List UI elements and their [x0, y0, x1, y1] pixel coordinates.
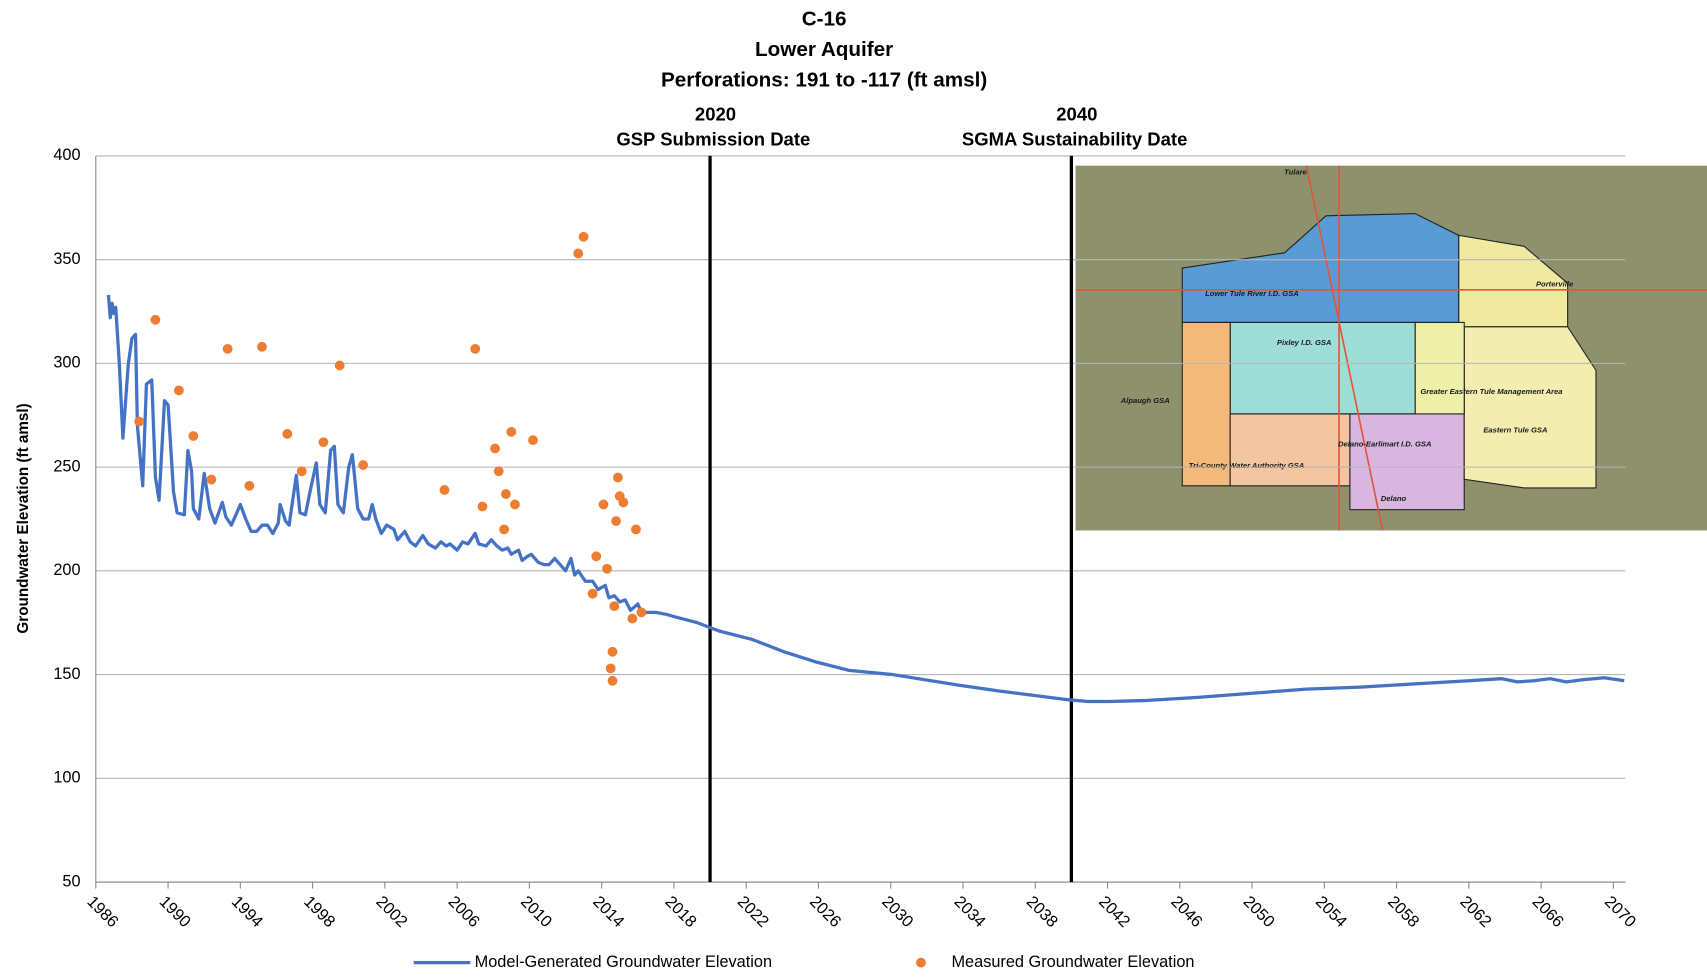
data-point: [591, 551, 601, 561]
chart-title: C-16: [802, 7, 847, 30]
milestone-label: SGMA Sustainability Date: [962, 129, 1187, 150]
x-tick-label: 1998: [300, 893, 338, 931]
x-tick-label: 2038: [1023, 893, 1061, 931]
map-region: [1230, 322, 1415, 413]
map-label: Lower Tule River I.D. GSA: [1205, 289, 1299, 298]
x-tick-label: 2022: [734, 893, 772, 931]
legend-label: Measured Groundwater Elevation: [951, 953, 1194, 971]
data-point: [134, 417, 144, 427]
map-region: [1415, 322, 1464, 413]
chart-subtitle: Perforations: 191 to -117 (ft amsl): [661, 68, 987, 91]
y-tick-label: 350: [53, 250, 80, 268]
data-point: [637, 607, 647, 617]
x-tick-label: 1994: [228, 893, 266, 931]
milestone-year: 2040: [1056, 104, 1097, 125]
map-label: Eastern Tule GSA: [1483, 425, 1547, 434]
x-tick-label: 2046: [1167, 893, 1205, 931]
x-tick-label: 2058: [1384, 893, 1422, 931]
x-tick-label: 2050: [1240, 893, 1278, 931]
data-point: [588, 589, 598, 599]
data-point: [358, 460, 368, 470]
x-tick-label: 2018: [662, 893, 700, 931]
data-point: [244, 481, 254, 491]
milestone-year: 2020: [695, 104, 736, 125]
data-point: [573, 249, 583, 259]
x-tick-label: 2010: [517, 893, 555, 931]
map-region: [1350, 414, 1464, 510]
milestone-label: GSP Submission Date: [616, 129, 810, 150]
legend-label: Model-Generated Groundwater Elevation: [475, 953, 772, 971]
map-label: Delano: [1381, 494, 1407, 503]
data-point: [606, 663, 616, 673]
x-tick-label: 2070: [1601, 893, 1639, 931]
data-point: [319, 437, 329, 447]
x-tick-label: 2034: [951, 893, 989, 931]
data-point: [627, 614, 637, 624]
data-point: [631, 524, 641, 534]
data-point: [282, 429, 292, 439]
map-label: Pixley I.D. GSA: [1277, 338, 1332, 347]
data-point: [297, 466, 307, 476]
data-point: [599, 500, 609, 510]
y-tick-label: 150: [53, 665, 80, 683]
data-point: [478, 502, 488, 512]
data-point: [528, 435, 538, 445]
data-point: [501, 489, 511, 499]
data-point: [490, 444, 500, 454]
data-point: [494, 466, 504, 476]
y-axis-label: Groundwater Elevation (ft amsl): [15, 403, 32, 633]
data-point: [499, 524, 509, 534]
map-label: Delano-Earlimart I.D. GSA: [1338, 439, 1431, 448]
data-point: [613, 473, 623, 483]
data-point: [188, 431, 198, 441]
data-point: [506, 427, 516, 437]
chart: C-16 Lower Aquifer Perforations: 191 to …: [0, 0, 1707, 977]
data-point: [174, 385, 184, 395]
legend-swatch: [916, 958, 926, 968]
data-point: [611, 516, 621, 526]
x-tick-label: 2062: [1456, 893, 1494, 931]
x-tick-label: 2026: [806, 893, 844, 931]
data-point: [257, 342, 267, 352]
data-point: [223, 344, 233, 354]
data-point: [440, 485, 450, 495]
data-point: [207, 475, 217, 485]
data-point: [151, 315, 161, 325]
data-point: [618, 497, 628, 507]
data-point: [470, 344, 480, 354]
map-label: Alpaugh GSA: [1120, 396, 1170, 405]
x-tick-label: 1990: [156, 893, 194, 931]
map-label: Tri-County Water Authority GSA: [1189, 461, 1305, 470]
y-tick-label: 100: [53, 769, 80, 787]
x-tick-label: 2030: [878, 893, 916, 931]
y-tick-label: 200: [53, 561, 80, 579]
map-label: Porterville: [1536, 279, 1574, 288]
data-point: [579, 232, 589, 242]
data-point: [602, 564, 612, 574]
data-point: [608, 676, 618, 686]
map-label: Greater Eastern Tule Management Area: [1420, 387, 1563, 396]
y-tick-label: 400: [53, 146, 80, 164]
map-label: Tulare: [1284, 167, 1307, 176]
chart-subtitle: Lower Aquifer: [755, 38, 893, 61]
y-tick-label: 300: [53, 354, 80, 372]
map-inset: Lower Tule River I.D. GSA Pixley I.D. GSA…: [1076, 166, 1707, 531]
x-tick-label: 2042: [1095, 893, 1133, 931]
y-tick-label: 50: [62, 872, 80, 890]
data-point: [609, 601, 619, 611]
x-tick-label: 2014: [589, 893, 627, 931]
y-tick-label: 250: [53, 457, 80, 475]
x-tick-label: 2054: [1312, 893, 1350, 931]
map-region: [1230, 414, 1350, 486]
x-tick-label: 2006: [445, 893, 483, 931]
x-tick-label: 1986: [83, 893, 121, 931]
x-tick-label: 2002: [372, 893, 410, 931]
data-point: [510, 500, 520, 510]
data-point: [335, 361, 345, 371]
x-tick-label: 2066: [1529, 893, 1567, 931]
map-region: [1464, 327, 1596, 488]
data-point: [608, 647, 618, 657]
